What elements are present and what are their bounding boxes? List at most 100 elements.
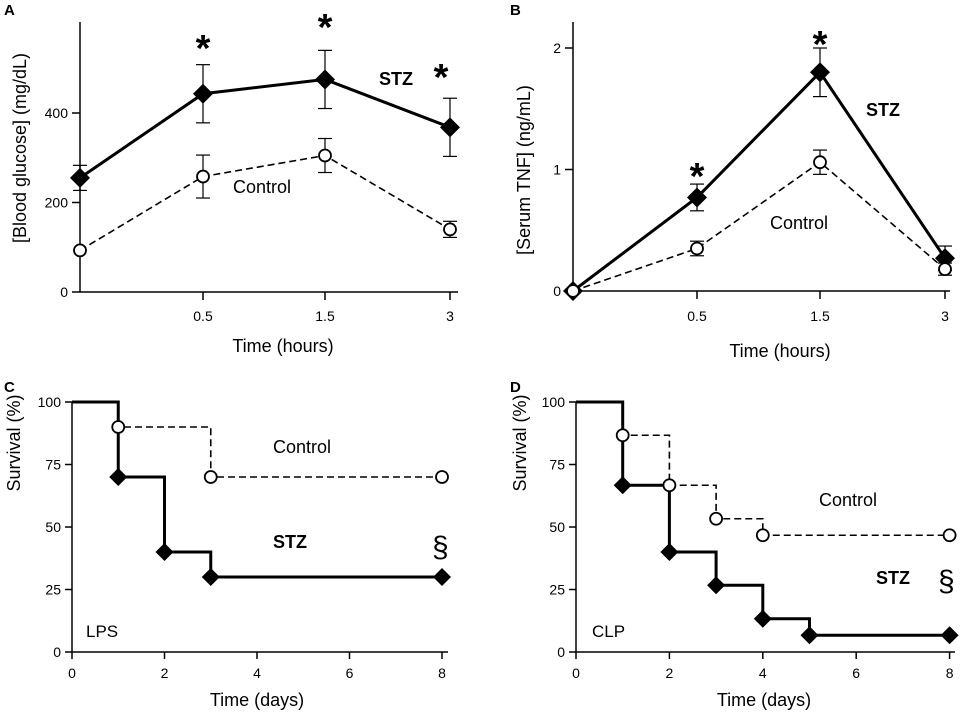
panel-d-control-point (662, 478, 677, 493)
panel-b-control-label: Control (770, 213, 828, 233)
panel-d-y-tick-label: 100 (542, 394, 566, 410)
panel-d-xlabel: Time (days) (717, 690, 811, 710)
panel-d-x-tick-label: 4 (759, 665, 767, 681)
panel-d-plot: 0 25 50 75 100 0 2 4 6 8 (542, 394, 959, 681)
panel-a-control-point (196, 169, 210, 184)
panel-a-stz-point (70, 167, 90, 188)
panel-b-stz-line (572, 69, 947, 293)
panel-c-stz-point (155, 543, 174, 561)
panel-c-y-tick-label: 0 (53, 644, 61, 660)
panel-b-letter: B (510, 2, 521, 19)
panel-a-stz-point (440, 117, 460, 138)
panel-a-significance-star: * (196, 28, 211, 70)
panel-c-stz-curve (72, 400, 442, 579)
panel-a-y-tick-label: 400 (45, 105, 69, 121)
panel-a-stz-point (315, 69, 335, 90)
panel-c-x-tick-label: 2 (161, 665, 169, 681)
panel-b-y-tick-label: 0 (553, 283, 561, 299)
panel-d-stz-curve (576, 400, 950, 637)
panel-b-y-tick-label: 1 (553, 162, 561, 178)
panel-d-x-tick-label: 2 (666, 665, 674, 681)
panel-d-stz-label: STZ (876, 568, 910, 588)
panel-c-control-curve (72, 401, 442, 478)
panel-c-control-point (111, 420, 126, 434)
panel-a-letter: A (4, 2, 15, 19)
panel-d-control-curve (576, 401, 950, 537)
panel-d-control-point (942, 528, 957, 543)
panel-b-significance-star: * (813, 24, 828, 66)
panel-d-stz-point (753, 609, 772, 628)
panel-b-plot: 0 1 2 0.5 1.5 3 * * (553, 22, 955, 324)
panel-c-y-tick-label: 75 (45, 457, 61, 473)
panel-a-x-tick-label: 1.5 (315, 308, 335, 324)
panel-d-control-point (709, 511, 723, 526)
panel-c-plot: 0 25 50 75 100 0 2 4 6 8 (38, 394, 451, 681)
panel-d-x-tick-label: 0 (572, 665, 580, 681)
panel-a-stz-line (79, 77, 451, 180)
panel-c-annotation: LPS (86, 622, 118, 641)
panel-a-significance-star: * (434, 57, 449, 99)
panel-b-x-tick-label: 1.5 (810, 308, 830, 324)
panel-c-stz-label: STZ (273, 532, 307, 552)
panel-c-x-tick-label: 0 (68, 665, 76, 681)
panel-c-xlabel: Time (days) (210, 690, 304, 710)
panel-b-x-tick-label: 0.5 (687, 308, 707, 324)
panel-c-y-tick-label: 25 (45, 582, 61, 598)
panel-a-x-tick-label: 0.5 (193, 308, 213, 324)
panel-c-letter: C (4, 379, 15, 396)
panel-c-section-mark: § (432, 531, 449, 564)
panel-b-control-line (572, 161, 946, 292)
panel-b-stz-point (810, 62, 830, 83)
panel-b-control-point (566, 284, 580, 298)
panel-b-stz-point (687, 187, 707, 208)
panel-d-annotation: CLP (592, 622, 625, 641)
panel-a-significance-star: * (318, 7, 333, 49)
panel-d-control-point (755, 528, 770, 543)
panel-a-xlabel: Time (hours) (232, 336, 333, 356)
panel-b-stz-point (935, 248, 955, 269)
panel-c-stz-point (109, 468, 128, 486)
panel-b-control-point (938, 262, 952, 277)
panel-a-control-point (443, 222, 457, 237)
panel-a-control-label: Control (233, 177, 291, 197)
panel-d-ylabel: Survival (%) (510, 394, 530, 491)
panel-b-x-tick-label: 3 (941, 308, 949, 324)
panel-b-xlabel: Time (hours) (729, 341, 830, 361)
panel-b-chart: B [Serum TNF] (ng/mL) Time (hours) STZ C… (510, 2, 955, 361)
panel-d-chart: D Survival (%) Time (days) Control STZ §… (510, 379, 959, 710)
panel-d-stz-point (613, 476, 632, 495)
panel-c-y-tick-label: 50 (45, 519, 61, 535)
panel-a-x-tick-label: 3 (446, 308, 454, 324)
panel-c-chart: C Survival (%) Time (days) Control STZ §… (4, 379, 451, 710)
panel-c-x-tick-label: 6 (346, 665, 354, 681)
panel-d-letter: D (510, 379, 521, 396)
panel-d-x-tick-label: 8 (946, 665, 954, 681)
panel-d-stz-point (660, 543, 679, 561)
panel-b-control-point (813, 155, 827, 170)
panel-a-control-point (318, 148, 332, 163)
panel-c-control-point (435, 470, 449, 484)
panel-a-control-line (79, 154, 451, 252)
panel-d-section-mark: § (938, 565, 955, 598)
panel-d-control-label: Control (819, 490, 877, 510)
panel-c-x-tick-label: 8 (438, 665, 446, 681)
panel-b-ylabel: [Serum TNF] (ng/mL) (514, 85, 534, 255)
panel-d-control-point (615, 428, 630, 443)
panel-b-y-tick-label: 2 (553, 40, 561, 56)
panel-a-stz-point (193, 83, 213, 104)
panel-c-stz-point (433, 568, 451, 586)
panel-d-y-tick-label: 0 (557, 644, 565, 660)
panel-b-significance-star: * (690, 156, 705, 198)
panel-d-x-tick-label: 6 (852, 665, 860, 681)
panel-c-ylabel: Survival (%) (4, 394, 24, 491)
panel-d-y-tick-label: 50 (549, 519, 565, 535)
panel-b-stz-label: STZ (866, 100, 900, 120)
panel-a-stz-label: STZ (379, 69, 413, 89)
panel-a-control-point (73, 243, 87, 258)
panel-a-plot: 0 200 400 0.5 1.5 3 * * * (45, 7, 460, 324)
panel-a-y-tick-label: 0 (60, 284, 68, 300)
panel-c-control-label: Control (273, 437, 331, 457)
panel-c-control-point (203, 470, 218, 484)
panel-d-stz-point (707, 576, 726, 595)
